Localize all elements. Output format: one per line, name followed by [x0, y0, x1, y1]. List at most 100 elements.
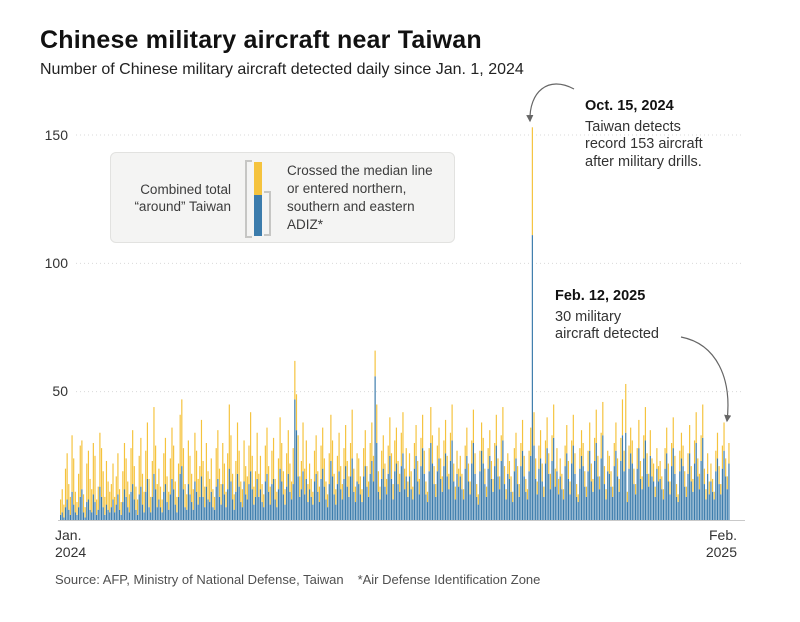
bar-crossed	[308, 489, 311, 520]
bar-crossed	[576, 496, 578, 520]
bar-crossed	[495, 445, 497, 520]
bar-crossed	[479, 471, 481, 520]
bar-total-top	[181, 399, 183, 467]
bar-total-top	[68, 484, 70, 510]
bar-crossed	[431, 463, 434, 520]
bar-total-top	[621, 399, 624, 436]
bar-total-top	[150, 496, 152, 513]
bar-total-top	[474, 453, 476, 474]
bar-total-top	[128, 494, 130, 513]
bar-crossed	[585, 496, 588, 520]
bar-crossed	[684, 486, 686, 520]
bar-total-top	[561, 473, 563, 490]
bar-total-top	[697, 458, 699, 477]
bar-total-top	[71, 435, 73, 492]
bar-total-top	[458, 468, 460, 487]
bar-total-top	[394, 440, 396, 472]
bar-crossed	[590, 481, 592, 520]
bar-crossed	[176, 512, 178, 520]
bar-crossed	[397, 484, 399, 520]
bar-total-top	[246, 476, 248, 500]
bar-total-top	[323, 458, 325, 487]
bar-total-top	[436, 445, 438, 472]
bar-total-top	[333, 473, 335, 495]
bar-total-top	[112, 463, 114, 500]
bar-total-top	[261, 484, 263, 503]
bar-crossed	[728, 463, 730, 520]
bar-crossed	[174, 504, 176, 520]
bar-total-top	[122, 471, 124, 503]
bar-crossed	[269, 504, 271, 520]
bar-total-top	[408, 453, 411, 477]
bar-crossed	[682, 466, 684, 520]
legend-bracket-total	[245, 159, 252, 238]
bar-total-top	[82, 494, 85, 513]
bar-crossed	[199, 496, 201, 520]
bar-total-top	[659, 460, 661, 479]
bar-crossed	[680, 458, 683, 520]
bar-crossed	[720, 494, 722, 520]
bar-total-top	[385, 478, 388, 495]
bar-total-top	[225, 491, 227, 508]
bar-total-top	[510, 476, 512, 492]
bar-total-top	[471, 440, 473, 464]
bar-total-top	[63, 504, 65, 518]
bar-total-top	[616, 458, 619, 477]
bar-total-top	[155, 445, 157, 490]
bar-total-top	[305, 440, 307, 479]
bar-total-top	[73, 458, 75, 505]
bar-total-top	[341, 484, 343, 500]
bar-crossed	[374, 376, 376, 520]
bar-crossed	[535, 478, 537, 520]
bar-crossed	[394, 471, 396, 520]
bar-crossed	[698, 489, 701, 520]
bar-total-top	[356, 453, 358, 482]
bar-total-top	[464, 445, 466, 469]
bar-crossed	[91, 512, 93, 520]
bar-total-top	[513, 448, 515, 472]
bar-total-top	[133, 466, 135, 500]
bar-crossed	[127, 507, 129, 520]
bar-crossed	[489, 455, 491, 520]
bar-crossed	[169, 494, 171, 520]
bar-total-top	[702, 404, 704, 438]
bar-total-top	[585, 486, 588, 497]
bar-crossed	[359, 494, 361, 520]
y-tick-100: 100	[44, 255, 68, 271]
bar-total-top	[723, 422, 725, 451]
bar-total-top	[557, 478, 560, 495]
bar-total-top	[173, 445, 175, 490]
bar-total-top	[612, 486, 614, 497]
bar-total-top	[638, 419, 640, 449]
bar-total-top	[87, 450, 90, 500]
bar-crossed	[60, 514, 62, 520]
bar-total-top	[189, 455, 191, 495]
bar-total-top	[146, 422, 149, 479]
bar-crossed	[582, 466, 584, 520]
bar-crossed	[302, 471, 304, 520]
bar-crossed	[467, 481, 470, 520]
bar-total-top	[689, 425, 691, 454]
bar-crossed	[564, 466, 566, 520]
bar-crossed	[377, 491, 379, 520]
bar-total-top	[320, 445, 322, 479]
bar-crossed	[625, 432, 627, 520]
bar-crossed	[400, 466, 402, 520]
bar-crossed	[644, 440, 646, 520]
bar-crossed	[150, 512, 152, 520]
bar-crossed	[594, 460, 596, 520]
bar-total-top	[543, 486, 545, 497]
bar-total-top	[241, 489, 244, 508]
bar-total-top	[489, 430, 491, 456]
bar-total-top	[505, 489, 507, 500]
bar-total-top	[484, 468, 486, 485]
bar-crossed	[502, 440, 504, 520]
bar-total-top	[290, 481, 293, 500]
bar-crossed	[661, 489, 663, 520]
bar-crossed	[171, 478, 173, 520]
bar-total-top	[258, 473, 260, 497]
bar-total-top	[264, 445, 266, 482]
bar-total-top	[222, 443, 224, 485]
bar-total-top	[381, 450, 383, 479]
bar-total-top	[279, 417, 281, 469]
